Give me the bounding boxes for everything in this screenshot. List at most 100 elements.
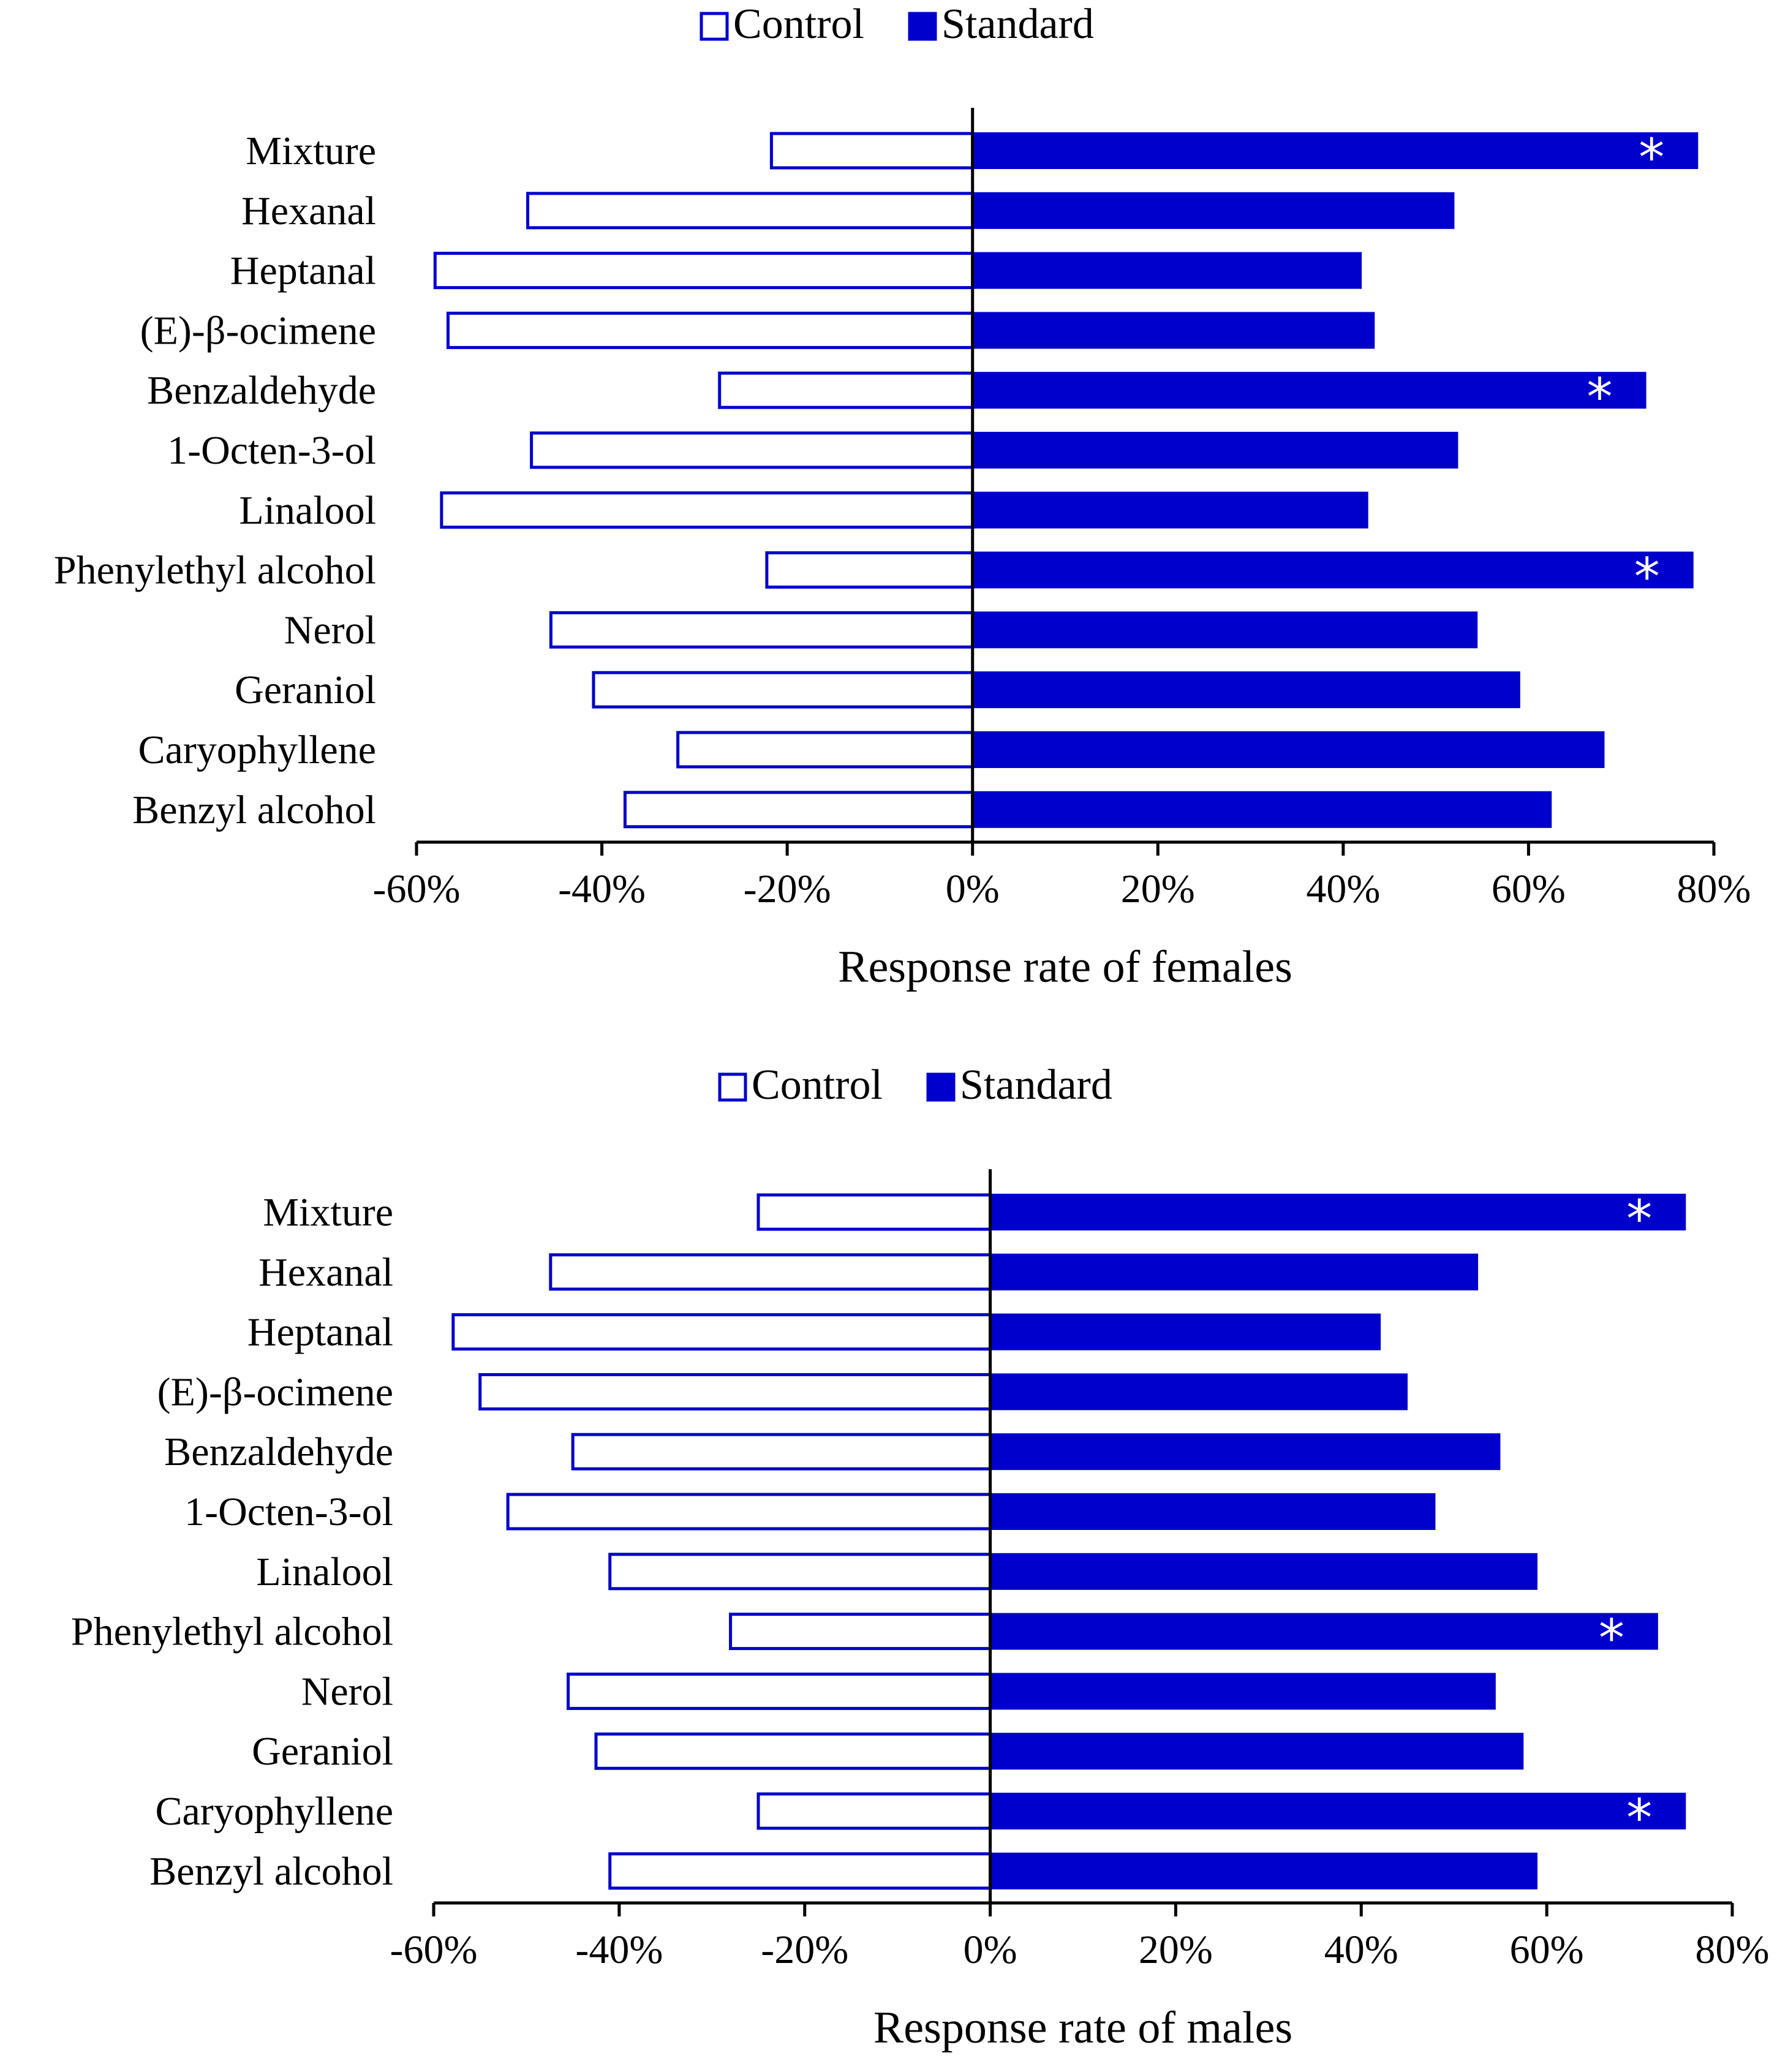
bar-control (756, 1792, 992, 1830)
bar-standard (990, 1253, 1479, 1290)
category-label: Caryophyllene (155, 1789, 393, 1834)
legend-control-label: Control (733, 1, 864, 48)
bar-control (594, 1732, 992, 1770)
bar-standard (990, 1852, 1537, 1889)
x-tick-label: -60% (373, 867, 461, 911)
bar-standard (990, 1793, 1686, 1829)
category-label: Geraniol (235, 668, 376, 712)
significance-star: * (1639, 127, 1664, 187)
bar-standard (990, 1733, 1524, 1770)
category-label: Mixture (246, 129, 376, 173)
bar-standard (972, 312, 1375, 349)
x-tick-label: -20% (761, 1927, 848, 1972)
legend: Control Standard (718, 1061, 1112, 1109)
bar-standard (972, 491, 1368, 529)
bar-control (608, 1553, 992, 1591)
bar-standard (990, 1493, 1436, 1530)
x-tick-label: -20% (744, 867, 831, 911)
x-tick-label: 20% (1121, 867, 1195, 911)
bar-standard (972, 551, 1694, 589)
bar-control (526, 192, 975, 230)
category-label: Benzaldehyde (164, 1430, 393, 1474)
bar-control (440, 491, 975, 529)
bar-standard (990, 1194, 1686, 1230)
hollow-square-icon (718, 1072, 747, 1102)
bar-control (530, 431, 975, 469)
bar-standard (990, 1613, 1658, 1650)
bar-standard (990, 1373, 1408, 1411)
x-tick-label: -60% (390, 1927, 478, 1972)
legend-standard-label: Standard (960, 1061, 1112, 1109)
bar-standard (990, 1313, 1381, 1351)
x-axis-title: Response rate of males (873, 2003, 1292, 2053)
category-label: (E)-β-ocimene (140, 308, 376, 353)
category-label: Phenylethyl alcohol (71, 1610, 393, 1654)
bar-standard (972, 372, 1647, 409)
category-label: Hexanal (258, 1250, 393, 1295)
bar-control (623, 791, 975, 829)
bar-standard (972, 671, 1520, 709)
x-tick-label: 80% (1677, 867, 1751, 911)
significance-star: * (1626, 1189, 1652, 1249)
hollow-square-icon (700, 12, 729, 41)
significance-star: * (1587, 367, 1613, 427)
bar-control (765, 551, 975, 589)
x-axis-title: Response rate of females (838, 942, 1292, 992)
category-label: Nerol (301, 1669, 393, 1714)
x-tick-label: 60% (1510, 1927, 1584, 1972)
category-label: Benzyl alcohol (132, 788, 376, 832)
legend-control-label: Control (752, 1061, 883, 1109)
bar-control (769, 132, 975, 170)
bar-standard (972, 432, 1458, 469)
bar-standard (972, 252, 1362, 289)
bar-standard (972, 192, 1455, 229)
chart-panel-males: Control Standard Mixture * Hexanal Heptanal (E… (71, 1061, 1770, 2053)
bar-control (718, 371, 975, 409)
filled-square-icon (908, 12, 937, 41)
significance-star: * (1599, 1608, 1624, 1668)
category-label: Benzyl alcohol (149, 1849, 393, 1894)
bar-control (729, 1613, 992, 1651)
legend: Control Standard (700, 1, 1094, 48)
bar-control (756, 1193, 992, 1231)
category-label: Benzaldehyde (147, 368, 376, 413)
x-tick-label: 80% (1696, 1927, 1770, 1972)
bar-standard (972, 611, 1478, 649)
significance-star: * (1634, 547, 1660, 607)
chart-panel-females: Control Standard Mixture * Hexanal Heptanal (E… (54, 1, 1751, 992)
x-tick-label: 20% (1139, 1927, 1213, 1972)
significance-star: * (1626, 1788, 1652, 1848)
category-label: Nerol (284, 608, 376, 652)
legend-standard-label: Standard (941, 1, 1094, 48)
bar-control (567, 1672, 992, 1710)
bar-control (446, 311, 975, 349)
category-label: Caryophyllene (138, 728, 376, 772)
x-tick-label: 0% (946, 867, 1000, 911)
category-label: Phenylethyl alcohol (54, 548, 376, 593)
bar-standard (990, 1433, 1501, 1471)
x-tick-label: 60% (1492, 867, 1566, 911)
bar-control (592, 671, 975, 709)
category-label: Mixture (263, 1190, 393, 1235)
bar-standard (972, 132, 1699, 169)
category-label: Heptanal (230, 249, 376, 293)
x-tick-label: -40% (575, 1927, 663, 1972)
bar-control (549, 611, 975, 649)
bar-control (676, 731, 975, 769)
bar-control (478, 1373, 992, 1411)
bar-standard (990, 1553, 1537, 1590)
bar-control (549, 1253, 992, 1291)
category-label: 1-Octen-3-ol (184, 1490, 393, 1534)
bar-control (608, 1852, 992, 1890)
bar-standard (972, 731, 1605, 768)
category-label: Linalool (239, 488, 376, 533)
bar-control (506, 1493, 992, 1531)
bar-control (433, 252, 975, 290)
bar-control (571, 1433, 992, 1471)
x-tick-label: -40% (558, 867, 646, 911)
category-label: 1-Octen-3-ol (167, 428, 376, 473)
bar-control (451, 1313, 992, 1351)
x-tick-label: 0% (964, 1927, 1017, 1972)
